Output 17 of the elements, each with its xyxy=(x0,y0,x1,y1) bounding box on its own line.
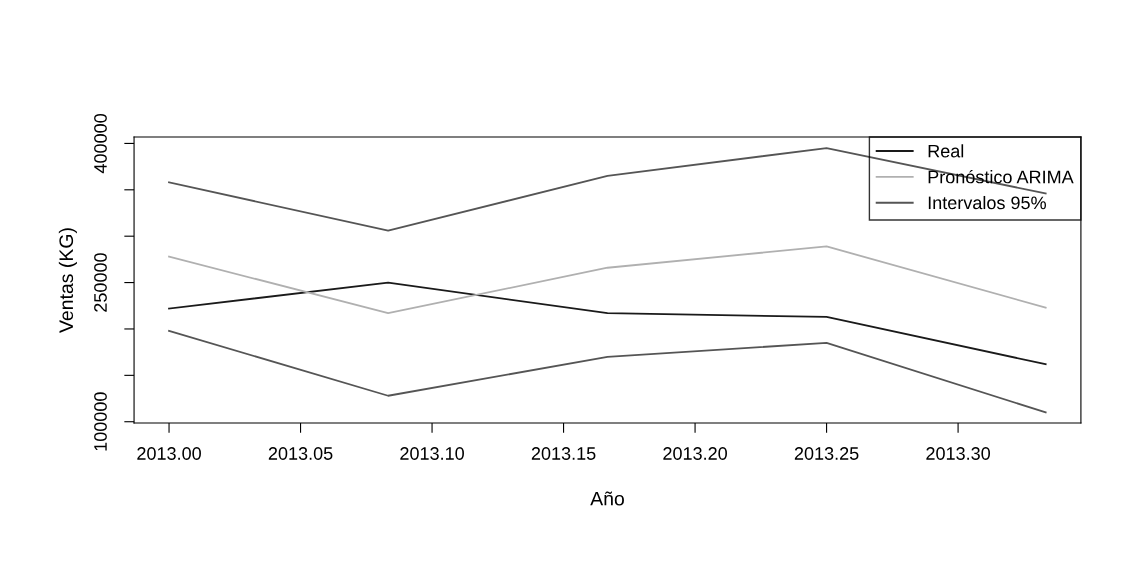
y-tick-label: 100000 xyxy=(94,392,107,451)
line-series xyxy=(168,245,1047,315)
x-tick-label: 2013.30 xyxy=(926,447,991,460)
legend-label: Intervalos 95% xyxy=(928,195,1046,210)
legend-label: Real xyxy=(928,144,964,158)
x-tick-label: 2013.15 xyxy=(531,447,596,460)
y-axis-title: Ventas (KG) xyxy=(58,228,77,333)
line-series xyxy=(168,281,1047,366)
x-tick-label: 2013.25 xyxy=(794,447,859,460)
x-tick-label: 2013.20 xyxy=(663,447,727,460)
x-tick-label: 2013.05 xyxy=(268,447,333,460)
y-tick-label: 400000 xyxy=(94,114,107,174)
x-tick-label: 2013.00 xyxy=(137,447,201,460)
y-tick-label: 250000 xyxy=(94,253,107,312)
x-tick-label: 2013.10 xyxy=(400,447,464,460)
line-series xyxy=(168,329,1047,414)
x-axis-title: Año xyxy=(590,491,624,506)
